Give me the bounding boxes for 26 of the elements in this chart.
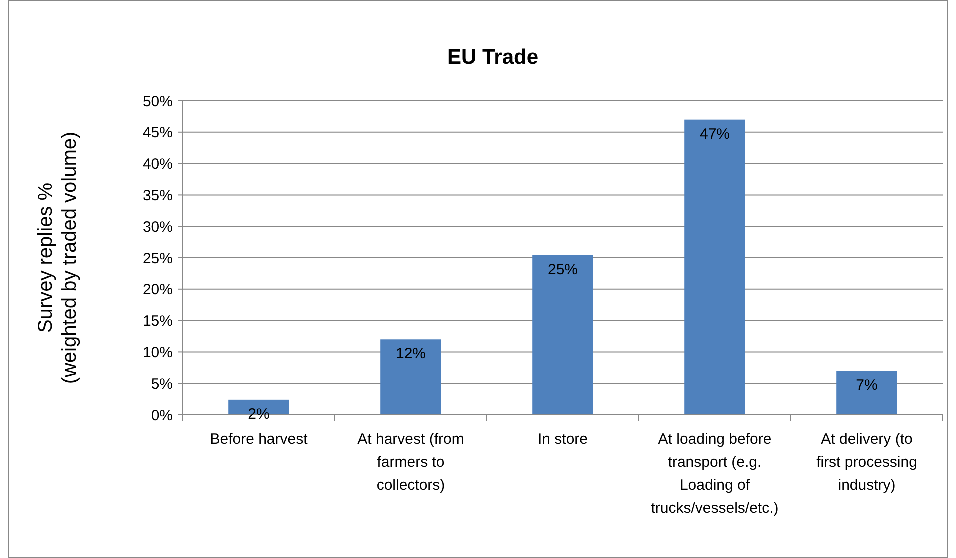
y-axis-title: Survey replies % (weighted by traded volume) — [35, 132, 81, 384]
y-tick-label: 25% — [142, 250, 173, 268]
x-tick-label: At delivery (to first processing industry) — [816, 431, 918, 494]
y-tick-label: 20% — [142, 282, 173, 299]
y-tick-label: 10% — [142, 344, 173, 362]
bar — [836, 371, 898, 415]
y-tick-label: 5% — [151, 376, 173, 393]
data-label: 47% — [700, 126, 730, 143]
bar — [532, 255, 594, 415]
y-tick-label: 35% — [142, 187, 173, 204]
bar — [380, 340, 442, 415]
chart-title: EU Trade — [447, 46, 539, 69]
x-tick-label: Before harvest — [210, 431, 309, 448]
y-tick-label: 0% — [151, 407, 173, 424]
y-tick-label: 15% — [142, 313, 173, 330]
data-label: 7% — [856, 377, 878, 394]
x-tick-label: At loading before transport (e.g. Loading of trucks/vessels/etc.) — [651, 431, 779, 517]
bar — [684, 120, 746, 415]
x-tick-label: At harvest (from farmers to collectors) — [358, 431, 464, 494]
data-label: 12% — [396, 346, 426, 363]
y-tick-label: 40% — [142, 156, 173, 174]
data-label: 25% — [548, 261, 578, 278]
x-tick-label: In store — [538, 431, 588, 448]
y-tick-label: 50% — [142, 93, 173, 110]
y-tick-label: 30% — [142, 218, 173, 236]
y-tick-label: 45% — [142, 124, 173, 142]
